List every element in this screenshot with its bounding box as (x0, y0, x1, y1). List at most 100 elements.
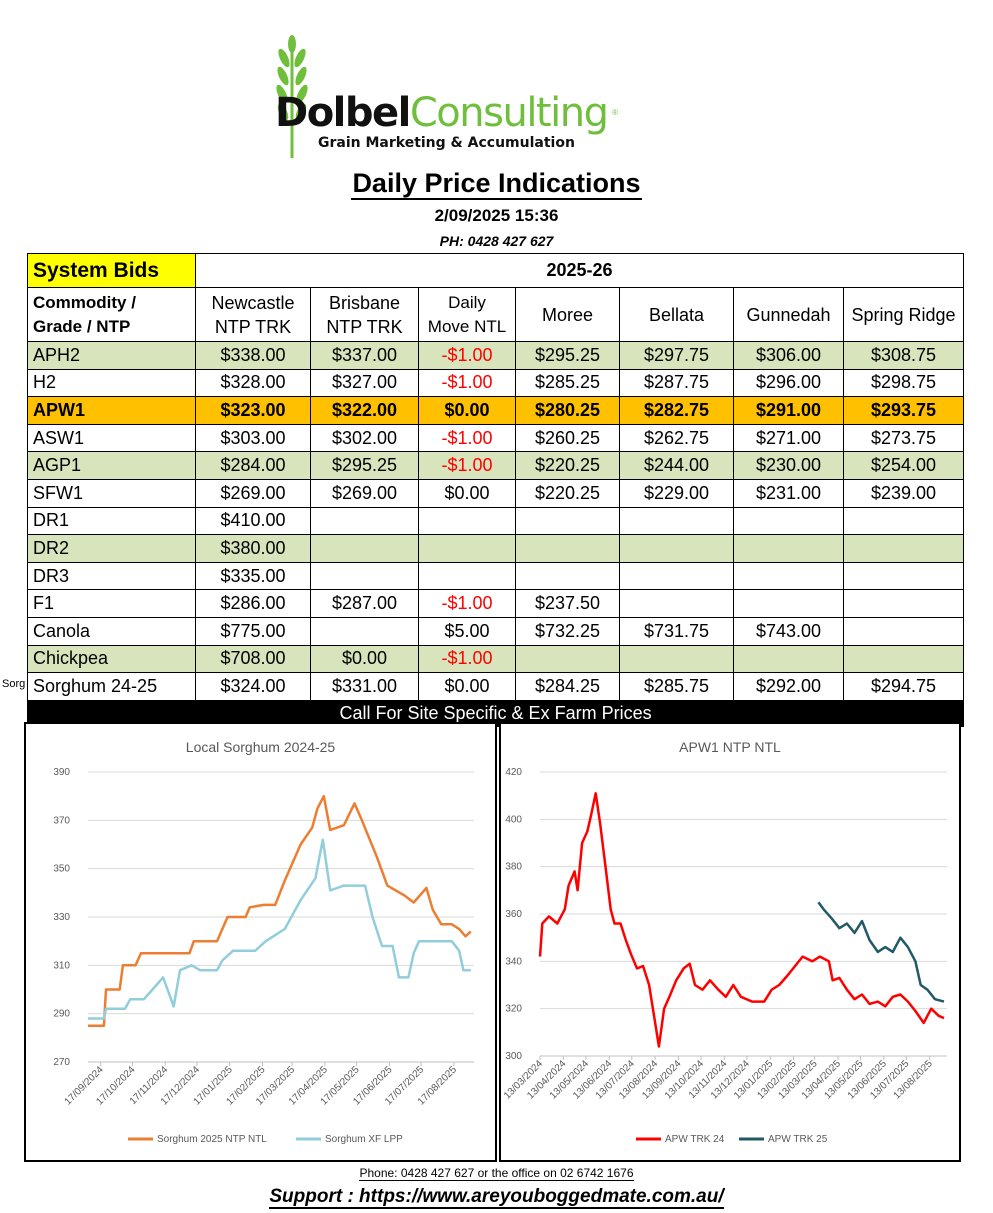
commodity-cell: DR2 (27, 534, 196, 563)
price-cell: $262.75 (619, 423, 734, 453)
price-cell (733, 644, 844, 674)
price-cell: $237.50 (515, 589, 620, 618)
price-cell: $298.75 (842, 368, 965, 398)
y-tick-label: 380 (505, 862, 522, 873)
price-cell: $732.25 (515, 616, 620, 646)
table-row: ASW1 $303.00 $302.00 -$1.00 $260.25 $262.75 $2… (27, 423, 965, 453)
y-tick-label: 320 (505, 1004, 522, 1015)
support-link[interactable]: Support : https://www.areyouboggedmate.c… (269, 1186, 724, 1209)
price-cell: $287.75 (619, 368, 734, 398)
price-cell: $285.75 (619, 672, 734, 701)
price-cell: $308.75 (842, 341, 965, 370)
price-cell: $410.00 (195, 506, 311, 536)
column-header: Brisbane NTP TRK (310, 287, 419, 342)
price-cell: $295.25 (310, 451, 419, 480)
table-row: AGP1 $284.00 $295.25 -$1.00 $220.25 $244.00 $2… (27, 451, 965, 480)
price-cell: $380.00 (195, 534, 311, 563)
price-cell: $0.00 (418, 478, 516, 508)
price-cell: $285.25 (515, 368, 620, 398)
table-row: DR2 $380.00 (27, 534, 965, 563)
column-header-line: Move NTL (427, 316, 507, 336)
price-cell: $239.00 (842, 478, 965, 508)
price-cell: $231.00 (733, 478, 844, 508)
column-header: Newcastle NTP TRK (195, 287, 311, 342)
price-cell (310, 506, 419, 536)
commodity-cell: SFW1 (27, 478, 196, 508)
price-cell (418, 534, 516, 563)
system-bids-label: System Bids (27, 253, 196, 288)
y-tick-label: 270 (53, 1057, 70, 1068)
price-cell (418, 561, 516, 591)
y-tick-label: 310 (53, 960, 70, 971)
table-row: Sorghum 24-25 $324.00 $331.00 $0.00 $284.25 $… (27, 672, 965, 701)
price-cell: $328.00 (195, 368, 311, 398)
column-header: Daily Move NTL (418, 287, 516, 342)
apw1-chart: APW1 NTP NTL 300 320 340 360 380 400 420 13/03/2… (499, 722, 961, 1162)
price-cell: -$1.00 (418, 368, 516, 398)
column-header-line: NTP TRK (214, 316, 292, 337)
series-line (538, 792, 945, 1048)
report-datetime: 2/09/2025 15:36 (434, 206, 559, 225)
table-row: APW1 $323.00 $322.00 $0.00 $280.25 $282.75 $29… (27, 396, 965, 425)
chart-title: Local Sorghum 2024-25 (186, 739, 336, 755)
price-cell: $244.00 (619, 451, 734, 480)
price-cell (619, 644, 734, 674)
price-cell: $293.75 (842, 396, 965, 425)
price-table: System Bids 2025-26 Commodity / Grade / N… (26, 253, 965, 727)
column-header-line: Bellata (648, 304, 705, 325)
column-header: Commodity / Grade / NTP (27, 287, 196, 342)
commodity-cell: APW1 (27, 396, 196, 425)
commodity-cell: Chickpea (27, 644, 196, 674)
price-cell: $303.00 (195, 423, 311, 453)
column-header: Bellata (619, 287, 734, 342)
price-cell: $269.00 (310, 478, 419, 508)
price-cell: $322.00 (310, 396, 419, 425)
commodity-cell: H2 (27, 368, 196, 398)
apw1-chart-svg: APW1 NTP NTL30032034036038040042013/03/2… (502, 739, 947, 1145)
commodity-cell: Sorghum 24-25 (27, 672, 196, 701)
y-tick-label: 420 (505, 767, 522, 778)
price-cell: $731.75 (619, 616, 734, 646)
legend-label: APW TRK 24 (665, 1134, 725, 1145)
table-row: F1 $286.00 $287.00 -$1.00 $237.50 (27, 589, 965, 618)
commodity-cell: F1 (27, 589, 196, 618)
price-cell: $331.00 (310, 672, 419, 701)
price-cell: $273.75 (842, 423, 965, 453)
table-row: APH2 $338.00 $337.00 -$1.00 $295.25 $297.75 $3… (27, 341, 965, 370)
price-cell: $271.00 (733, 423, 844, 453)
price-cell: $0.00 (418, 672, 516, 701)
company-logo: DolbelConsulting ® Grain Marketing & Acc… (270, 32, 630, 160)
table-row: Canola $775.00 $5.00 $732.25 $731.75 $743.00 (27, 616, 965, 646)
column-header: Spring Ridge (842, 287, 965, 342)
sorghum-chart-svg: Local Sorghum 2024-25 270 290 310 330 350 370 3… (53, 739, 474, 1145)
season-label: 2025-26 (194, 253, 965, 288)
logo-wordmark: DolbelConsulting (275, 90, 609, 136)
price-cell: $327.00 (310, 368, 419, 398)
price-cell (619, 534, 734, 563)
price-cell (842, 616, 965, 646)
price-cell: -$1.00 (418, 341, 516, 370)
price-cell (733, 561, 844, 591)
clipped-row-label: Sorg (2, 678, 26, 690)
price-cell: $292.00 (733, 672, 844, 701)
price-cell: $5.00 (418, 616, 516, 646)
price-cell: $220.25 (515, 451, 620, 480)
price-cell (619, 561, 734, 591)
price-cell: $282.75 (619, 396, 734, 425)
series-line (817, 901, 945, 1003)
price-cell: $284.00 (195, 451, 311, 480)
price-cell (515, 644, 620, 674)
price-cell (842, 506, 965, 536)
column-header-line: Newcastle (211, 292, 295, 313)
price-cell: $775.00 (195, 616, 311, 646)
page-title: Daily Price Indications (351, 168, 642, 200)
price-cell: $230.00 (733, 451, 844, 480)
column-header-line: Spring Ridge (851, 304, 956, 325)
commodity-cell: DR3 (27, 561, 196, 591)
price-cell (619, 506, 734, 536)
legend-label: Sorghum XF LPP (325, 1134, 403, 1145)
price-cell (310, 616, 419, 646)
y-tick-label: 370 (53, 815, 70, 826)
price-cell (842, 644, 965, 674)
price-cell: $296.00 (733, 368, 844, 398)
